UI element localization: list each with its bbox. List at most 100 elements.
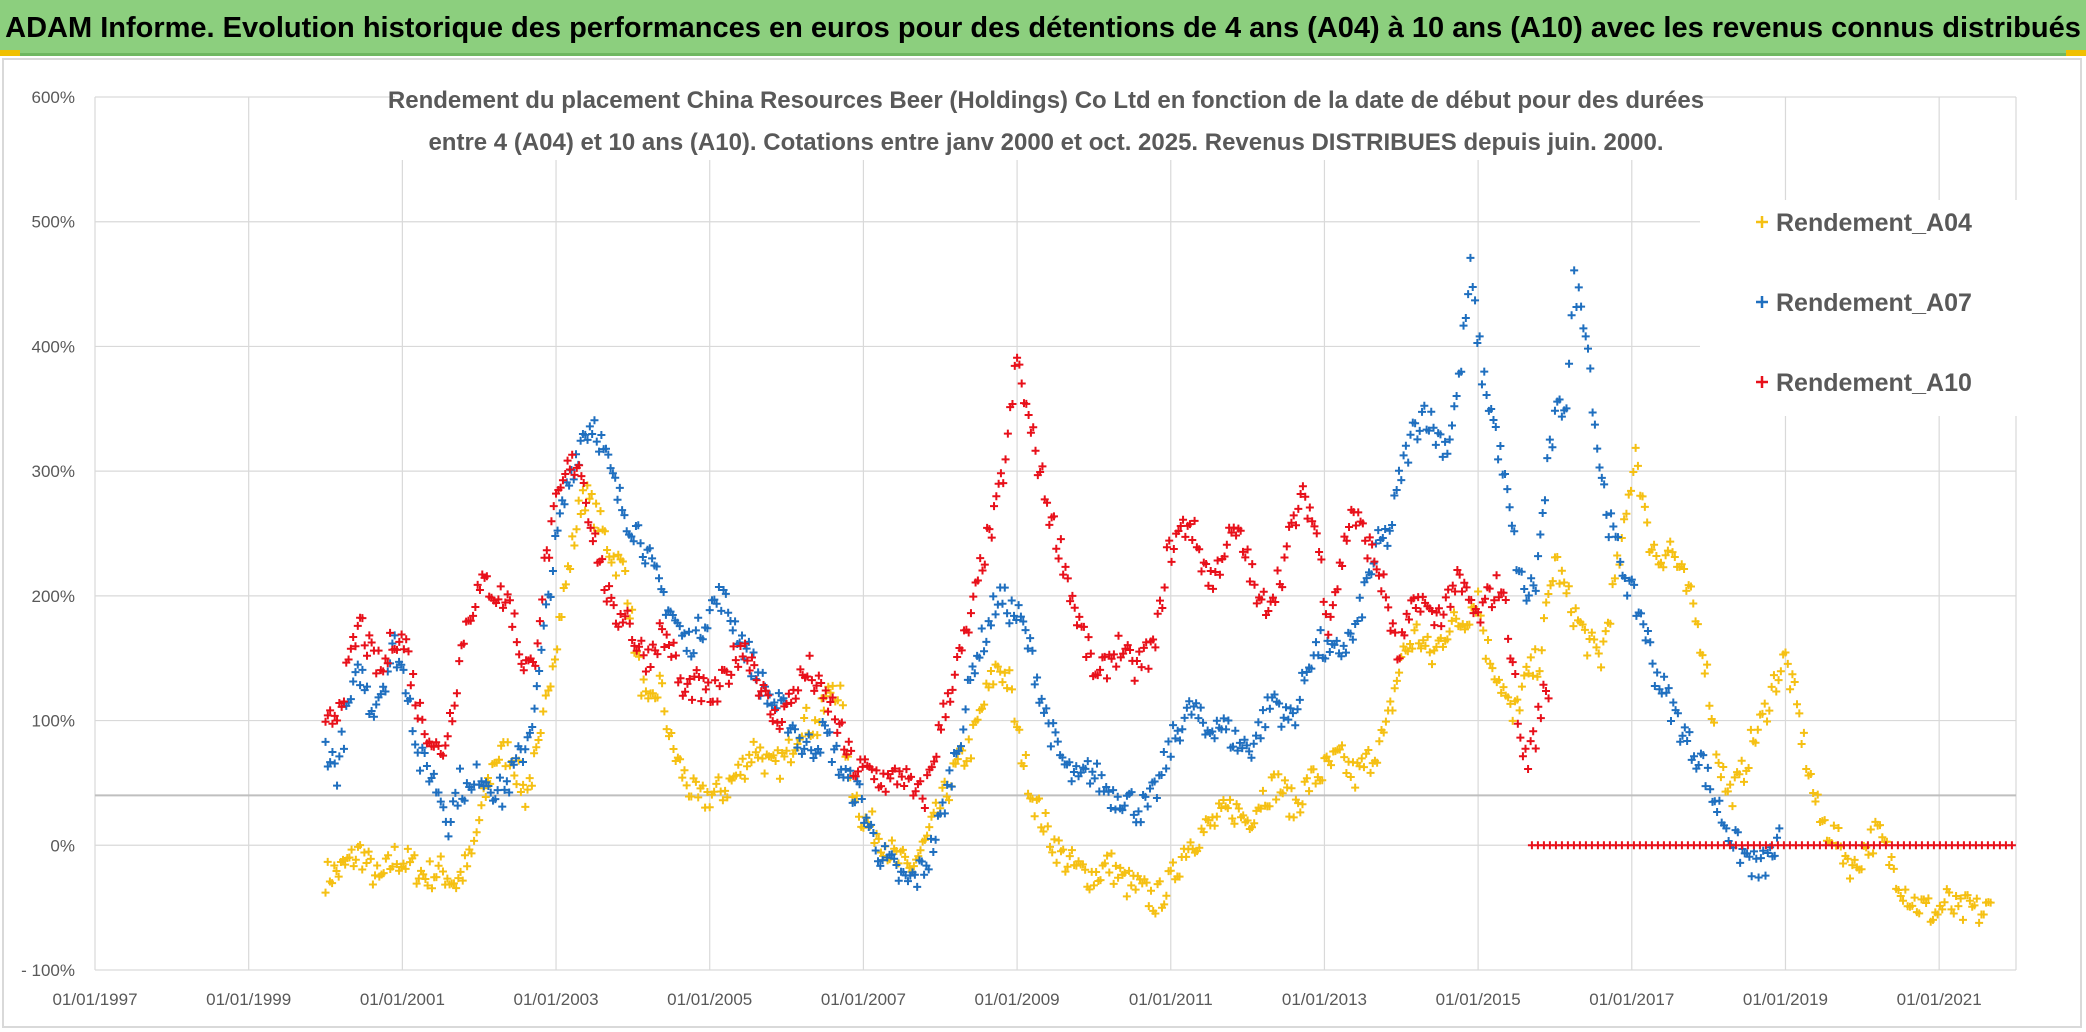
data-point	[869, 828, 878, 837]
data-point	[796, 665, 805, 674]
data-point	[410, 851, 419, 860]
data-point	[1280, 776, 1289, 785]
data-point	[1476, 618, 1485, 627]
data-point	[553, 526, 562, 535]
data-point	[1215, 570, 1224, 579]
data-point	[1716, 773, 1725, 782]
data-point	[584, 518, 593, 527]
data-point	[401, 864, 410, 873]
data-point	[1411, 603, 1420, 612]
data-point	[754, 691, 763, 700]
data-point	[332, 866, 341, 875]
data-point	[1580, 625, 1589, 634]
data-point	[920, 870, 929, 879]
y-tick-label: 100%	[32, 712, 75, 731]
data-point	[639, 651, 648, 660]
data-point	[1296, 808, 1305, 817]
data-point	[953, 652, 962, 661]
data-point	[1590, 420, 1599, 429]
data-point	[1744, 763, 1753, 772]
data-point	[841, 765, 850, 774]
data-point	[1348, 635, 1357, 644]
data-point	[379, 869, 388, 878]
data-point	[446, 709, 455, 718]
data-point	[418, 715, 427, 724]
data-point	[890, 854, 899, 863]
x-axis-ticks: 01/01/1997 01/01/1999 01/01/2001 01/01/2003…	[52, 990, 1981, 1009]
data-point	[1305, 787, 1314, 796]
data-point	[455, 764, 464, 773]
data-point	[1452, 614, 1461, 623]
data-point	[836, 681, 845, 690]
data-point	[1641, 636, 1650, 645]
data-point	[892, 861, 901, 870]
data-point	[667, 652, 676, 661]
data-point	[940, 809, 949, 818]
data-point	[443, 732, 452, 741]
data-point	[998, 678, 1007, 687]
data-point	[1480, 367, 1489, 376]
data-point	[1751, 738, 1760, 747]
data-point	[1504, 693, 1513, 702]
legend-label: Rendement_A04	[1776, 209, 1972, 237]
data-point	[1022, 399, 1031, 408]
data-point	[897, 772, 906, 781]
data-point	[1043, 822, 1052, 831]
data-point	[1324, 757, 1333, 766]
data-point	[541, 691, 550, 700]
data-point	[699, 674, 708, 683]
data-point	[1924, 894, 1933, 903]
data-point	[1003, 609, 1012, 618]
data-point	[1666, 537, 1675, 546]
data-point	[328, 748, 337, 757]
data-point	[819, 694, 828, 703]
data-point	[782, 699, 791, 708]
data-point	[376, 690, 385, 699]
data-point	[345, 853, 354, 862]
data-point	[1848, 861, 1857, 870]
data-point	[441, 741, 450, 750]
data-point	[1714, 758, 1723, 767]
data-point	[844, 773, 853, 782]
data-point	[954, 746, 963, 755]
data-point	[1159, 748, 1168, 757]
data-point	[1457, 367, 1466, 376]
data-point	[535, 667, 544, 676]
data-point	[1763, 849, 1772, 858]
data-point	[602, 597, 611, 606]
data-point	[989, 592, 998, 601]
data-point	[1536, 714, 1545, 723]
data-point	[1360, 578, 1369, 587]
data-point	[1328, 601, 1337, 610]
data-point	[362, 858, 371, 867]
data-point	[452, 689, 461, 698]
data-point	[1467, 596, 1476, 605]
data-point	[418, 743, 427, 752]
data-point	[1051, 728, 1060, 737]
data-point	[644, 645, 653, 654]
data-point	[1620, 515, 1629, 524]
data-point	[867, 820, 876, 829]
data-point	[381, 687, 390, 696]
data-point	[1703, 763, 1712, 772]
data-point	[705, 606, 714, 615]
data-point	[463, 862, 472, 871]
data-point	[1413, 435, 1422, 444]
data-point	[1155, 877, 1164, 886]
data-point	[648, 689, 657, 698]
data-point	[1364, 745, 1373, 754]
data-point	[703, 787, 712, 796]
data-point	[1539, 614, 1548, 623]
data-point	[1150, 777, 1159, 786]
data-point	[1474, 587, 1483, 596]
data-point	[747, 672, 756, 681]
data-point	[1668, 548, 1677, 557]
data-point	[335, 752, 344, 761]
data-point	[1199, 718, 1208, 727]
data-point	[986, 621, 995, 630]
data-point	[1026, 428, 1035, 437]
data-point	[924, 865, 933, 874]
data-point	[1410, 626, 1419, 635]
data-point	[503, 590, 512, 599]
data-point	[1206, 566, 1215, 575]
